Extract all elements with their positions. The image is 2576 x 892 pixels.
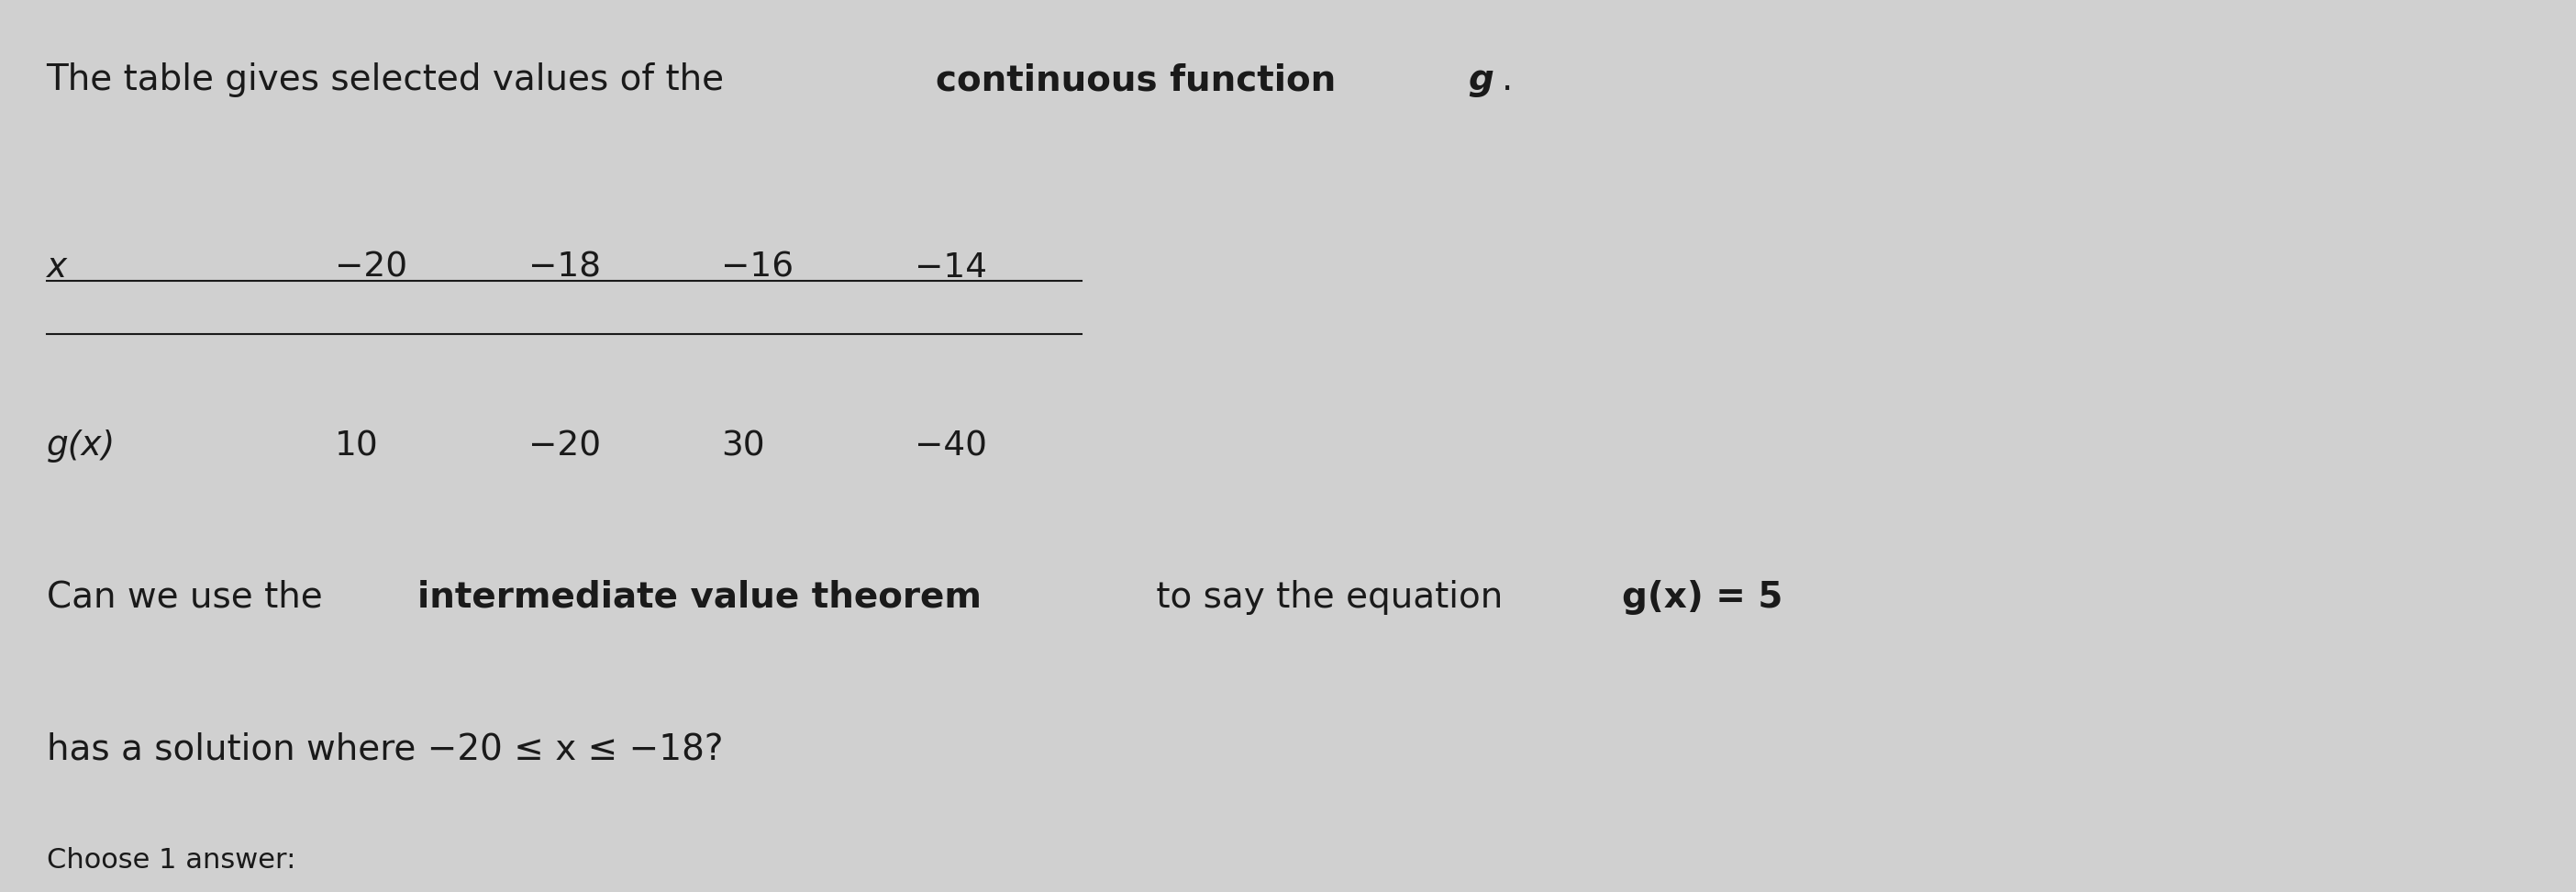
Text: The table gives selected values of the: The table gives selected values of the (46, 62, 737, 97)
Text: g(x): g(x) (46, 429, 116, 463)
Text: continuous function: continuous function (935, 62, 1347, 97)
Text: .: . (1502, 62, 1512, 97)
Text: −18: −18 (528, 251, 600, 285)
Text: −20: −20 (335, 251, 407, 285)
Text: g(x) = 5: g(x) = 5 (1623, 580, 1783, 615)
Text: Can we use the: Can we use the (46, 580, 335, 615)
Text: g: g (1468, 62, 1494, 97)
Text: −20: −20 (528, 429, 600, 463)
Text: to say the equation: to say the equation (1144, 580, 1515, 615)
Text: has a solution where −20 ≤ x ≤ −18?: has a solution where −20 ≤ x ≤ −18? (46, 731, 724, 766)
Text: −14: −14 (914, 251, 987, 285)
Text: intermediate value theorem: intermediate value theorem (417, 580, 981, 615)
Text: 30: 30 (721, 429, 765, 463)
Text: Choose 1 answer:: Choose 1 answer: (46, 847, 296, 874)
Text: 10: 10 (335, 429, 379, 463)
Text: −40: −40 (914, 429, 987, 463)
Text: x: x (46, 251, 67, 285)
Text: −16: −16 (721, 251, 793, 285)
